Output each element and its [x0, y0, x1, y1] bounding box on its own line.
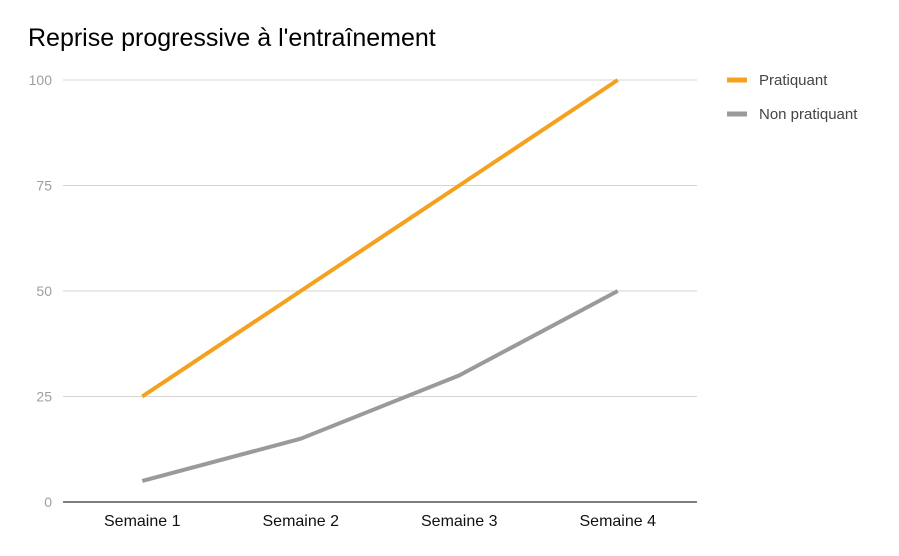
- x-tick-label: Semaine 3: [421, 513, 498, 530]
- series-lines: [141, 78, 619, 483]
- gridlines: [63, 79, 697, 503]
- y-tick-label: 50: [36, 283, 52, 299]
- series-line-non-pratiquant: [141, 289, 619, 483]
- y-tick-label: 0: [44, 494, 52, 510]
- y-tick-label: 25: [36, 389, 52, 405]
- legend-label: Pratiquant: [759, 72, 828, 89]
- legend: Pratiquant Non pratiquant: [727, 72, 858, 123]
- x-tick-label: Semaine 2: [263, 513, 340, 530]
- x-axis-ticks: Semaine 1 Semaine 2 Semaine 3 Semaine 4: [104, 513, 656, 530]
- y-tick-label: 100: [29, 72, 53, 88]
- series-line-pratiquant: [141, 78, 619, 399]
- chart-title: Reprise progressive à l'entraînement: [28, 24, 436, 52]
- legend-label: Non pratiquant: [759, 106, 858, 123]
- y-axis-ticks: 0 25 50 75 100: [29, 72, 53, 510]
- x-tick-label: Semaine 1: [104, 513, 181, 530]
- y-tick-label: 75: [36, 178, 52, 194]
- x-tick-label: Semaine 4: [580, 513, 657, 530]
